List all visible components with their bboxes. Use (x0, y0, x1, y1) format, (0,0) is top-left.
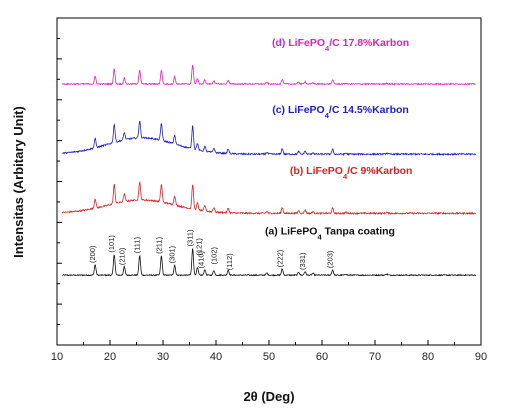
peak-label: (222) (275, 249, 284, 267)
series-label-d: (d) LiFePO4/C 17.8%Karbon (272, 37, 409, 53)
x-tick-label: 90 (475, 351, 487, 363)
x-tick-label: 30 (157, 351, 169, 363)
x-tick-label: 10 (51, 351, 63, 363)
series-label-b: (b) LiFePO4/C 9%Karbon (290, 165, 413, 181)
x-tick-label: 40 (210, 351, 222, 363)
peak-label: (112) (225, 253, 234, 270)
axis-ticks: 10 20 30 40 50 60 70 80 90 (51, 17, 487, 363)
peak-label: (410) (196, 250, 205, 268)
peak-label: (301) (168, 245, 177, 263)
peak-label: (210) (117, 247, 126, 265)
y-axis-title: Intensitas (Arbitary Unit) (11, 106, 26, 258)
peak-label: (211) (154, 236, 163, 253)
peak-label: (111) (133, 236, 142, 253)
x-tick-label: 80 (422, 351, 434, 363)
x-tick-label: 70 (369, 351, 381, 363)
peak-label: (200) (88, 245, 97, 263)
x-tick-label: 50 (263, 351, 275, 363)
series-labels: (a) LiFePO4 Tanpa coating (b) LiFePO4/C 9… (265, 37, 413, 241)
series-layer (61, 64, 477, 277)
peak-label: (101) (107, 235, 116, 253)
x-tick-label: 60 (316, 351, 328, 363)
series-line-a (62, 248, 477, 277)
peak-label: (331) (298, 252, 307, 270)
plot-frame (56, 17, 482, 346)
peak-label: (121) (195, 238, 204, 256)
x-tick-label: 20 (104, 351, 116, 363)
series-line-b (61, 180, 476, 216)
peak-label: (311) (186, 229, 195, 246)
peak-labels: (200) (101)(210) (111) (211) (301) (311)(121)… (88, 229, 334, 270)
peak-label: (203) (326, 250, 335, 268)
series-line-c (61, 120, 477, 157)
series-line-d (61, 64, 476, 86)
series-label-a: (a) LiFePO4 Tanpa coating (265, 225, 395, 241)
x-axis-title: 2θ (Deg) (243, 389, 294, 404)
peak-label: (102) (210, 247, 219, 265)
series-label-c: (c) LiFePO4/C 14.5%Karbon (272, 104, 409, 120)
